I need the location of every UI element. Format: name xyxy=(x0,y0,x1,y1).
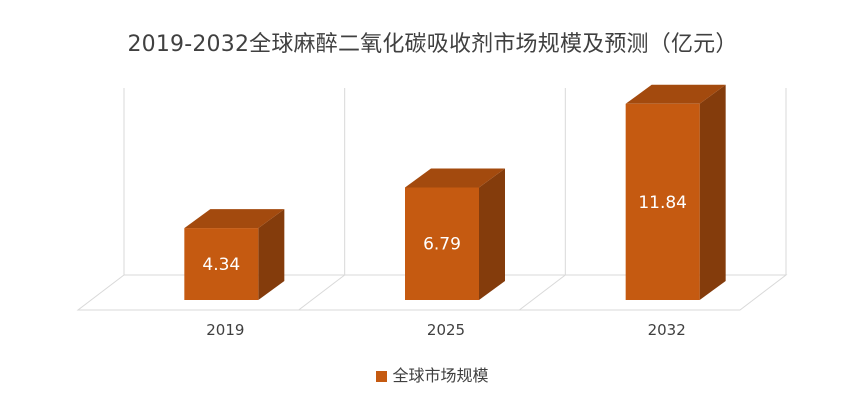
bar-series: 4.34 6.79 11.84 xyxy=(184,84,726,301)
bar-top-face xyxy=(625,84,726,104)
bar-top-face xyxy=(184,209,285,229)
data-label: 6.79 xyxy=(423,235,461,255)
floor-divider xyxy=(298,274,345,311)
x-tick-label: 2025 xyxy=(427,321,465,339)
legend: 全球市场规模 xyxy=(0,362,865,386)
chart-title: 2019-2032全球麻醉二氧化碳吸收剂市场规模及预测（亿元） xyxy=(127,32,738,57)
bar-front-face xyxy=(184,228,259,300)
bar-side-face xyxy=(699,84,726,301)
bar-side-face xyxy=(479,168,505,300)
legend-swatch xyxy=(376,371,388,382)
data-label: 4.34 xyxy=(202,255,240,275)
bar-side-face xyxy=(258,209,285,300)
bar-2025: 6.79 xyxy=(405,168,505,300)
floor-divider xyxy=(519,274,566,311)
data-label: 11.84 xyxy=(638,193,687,213)
x-tick-label: 2032 xyxy=(648,321,686,339)
bar-front-face xyxy=(625,103,700,301)
x-tick-label: 2019 xyxy=(206,321,244,339)
x-tick-labels: 2019 2025 2032 xyxy=(206,321,686,339)
legend-label: 全球市场规模 xyxy=(392,366,489,385)
bar-top-face xyxy=(405,168,505,188)
bar-2019: 4.34 xyxy=(184,209,285,300)
bar-2032: 11.84 xyxy=(625,84,726,301)
bar-front-face xyxy=(405,187,479,300)
